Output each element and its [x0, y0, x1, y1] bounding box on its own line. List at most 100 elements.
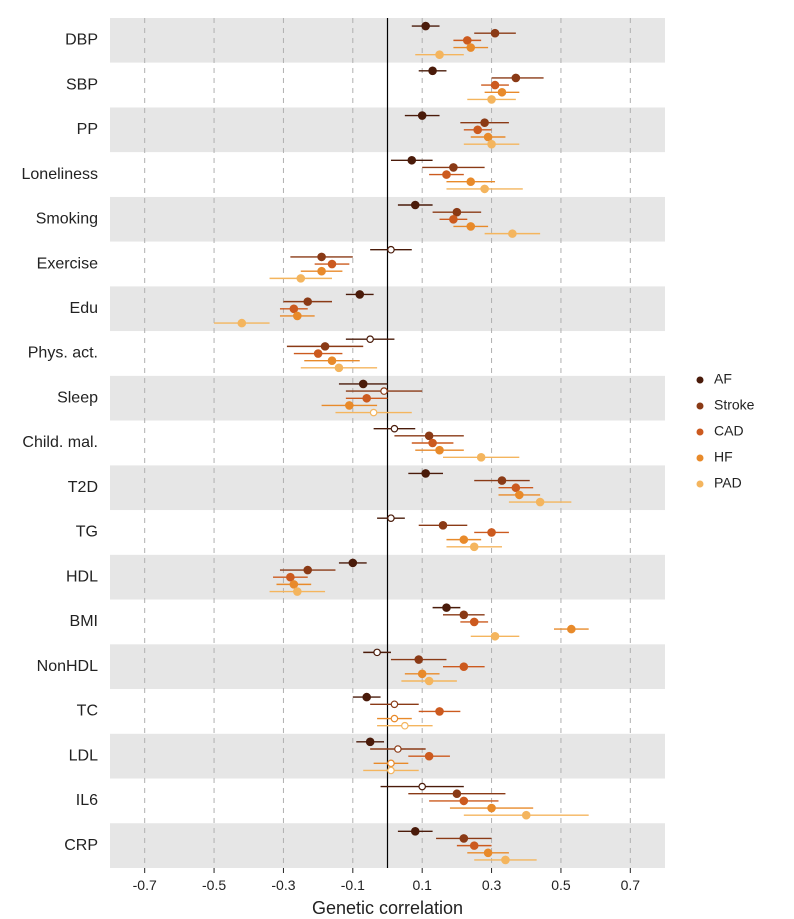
data-point — [512, 74, 520, 82]
data-point-hollow — [419, 783, 425, 789]
data-point — [460, 835, 468, 843]
category-label: T2D — [68, 479, 98, 496]
data-point — [418, 112, 426, 120]
data-point — [425, 677, 433, 685]
data-point — [488, 529, 496, 537]
data-point — [509, 230, 517, 238]
data-point — [484, 849, 492, 857]
data-point — [463, 37, 471, 45]
data-point — [356, 291, 364, 299]
x-axis-title: Genetic correlation — [312, 898, 463, 918]
legend-label: HF — [714, 449, 733, 465]
data-point — [290, 581, 298, 589]
data-point-hollow — [388, 767, 394, 773]
legend-label: CAD — [714, 423, 744, 439]
forest-plot-container: DBPSBPPPLonelinessSmokingExerciseEduPhys… — [0, 0, 794, 919]
data-point — [297, 275, 305, 283]
data-point-hollow — [391, 701, 397, 707]
category-label: Smoking — [36, 211, 98, 228]
data-point — [349, 559, 357, 567]
forest-plot-svg: DBPSBPPPLonelinessSmokingExerciseEduPhys… — [0, 0, 794, 919]
legend-marker — [697, 429, 704, 436]
category-label: Loneliness — [22, 166, 99, 183]
data-point — [488, 140, 496, 148]
data-point — [498, 477, 506, 485]
data-point — [429, 439, 437, 447]
data-point — [304, 298, 312, 306]
legend-marker — [697, 377, 704, 384]
data-point — [411, 828, 419, 836]
data-point — [318, 267, 326, 275]
data-point — [450, 164, 458, 172]
data-point — [474, 126, 482, 134]
data-point — [488, 96, 496, 104]
data-point — [328, 260, 336, 268]
data-point — [568, 625, 576, 633]
data-point — [467, 178, 475, 186]
data-point — [290, 305, 298, 313]
data-point-hollow — [402, 723, 408, 729]
data-point — [287, 573, 295, 581]
data-point — [460, 663, 468, 671]
data-point-hollow — [388, 247, 394, 253]
x-tick-label: -0.1 — [341, 877, 365, 893]
category-label: IL6 — [76, 792, 98, 809]
data-point — [481, 119, 489, 127]
data-point-hollow — [388, 760, 394, 766]
category-label: Phys. act. — [28, 345, 98, 362]
data-point — [294, 312, 302, 320]
data-point — [470, 543, 478, 551]
data-point — [294, 588, 302, 596]
data-point — [429, 67, 437, 75]
data-point — [363, 693, 371, 701]
data-point — [502, 856, 510, 864]
x-tick-label: -0.3 — [271, 877, 295, 893]
data-point — [425, 432, 433, 440]
category-label: SBP — [66, 76, 98, 93]
data-point — [418, 670, 426, 678]
data-point — [491, 81, 499, 89]
data-point — [443, 604, 451, 612]
category-label: Child. mal. — [22, 434, 98, 451]
data-point — [481, 185, 489, 193]
data-point — [491, 29, 499, 37]
x-tick-label: 0.7 — [621, 877, 641, 893]
data-point — [460, 611, 468, 619]
data-point — [477, 454, 485, 462]
data-point — [488, 804, 496, 812]
data-point-hollow — [391, 425, 397, 431]
data-point-hollow — [388, 515, 394, 521]
data-point — [453, 790, 461, 798]
category-label: TG — [76, 524, 98, 541]
data-point — [436, 708, 444, 716]
data-point — [453, 208, 461, 216]
data-point — [450, 216, 458, 224]
data-point — [436, 446, 444, 454]
data-point — [366, 738, 374, 746]
category-label: CRP — [64, 837, 98, 854]
data-point — [425, 752, 433, 760]
data-point — [467, 223, 475, 231]
legend-label: Stroke — [714, 397, 755, 413]
data-point — [439, 522, 447, 530]
data-point — [318, 253, 326, 261]
data-point-hollow — [391, 715, 397, 721]
data-point — [321, 343, 329, 351]
data-point — [314, 350, 322, 358]
data-point-hollow — [374, 649, 380, 655]
legend-label: AF — [714, 371, 732, 387]
data-point — [335, 364, 343, 372]
data-point — [238, 319, 246, 327]
data-point — [498, 88, 506, 96]
x-tick-label: 0.3 — [482, 877, 502, 893]
data-point — [516, 491, 524, 499]
data-point — [411, 201, 419, 209]
x-tick-label: -0.5 — [202, 877, 226, 893]
category-label: Edu — [70, 300, 98, 317]
x-tick-label: -0.7 — [133, 877, 157, 893]
category-label: BMI — [70, 613, 98, 630]
data-point — [415, 656, 423, 664]
data-point — [536, 498, 544, 506]
category-label: Exercise — [37, 255, 98, 272]
data-point — [491, 632, 499, 640]
